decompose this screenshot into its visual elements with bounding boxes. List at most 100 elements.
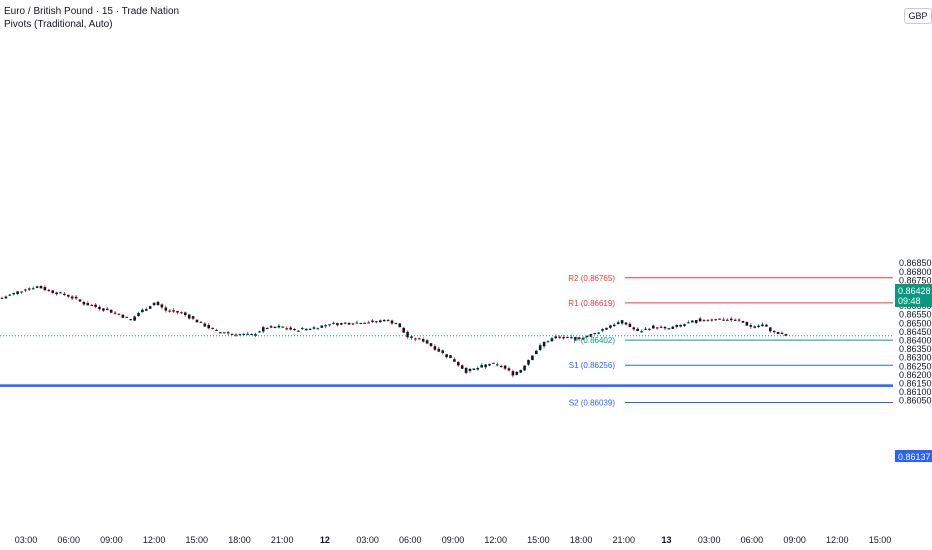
candle-body [628, 323, 632, 327]
candle-body [484, 364, 487, 368]
candle-body [464, 367, 468, 373]
x-tick-label: 06:00 [57, 535, 80, 545]
candle-body [538, 345, 542, 351]
candle-body [601, 329, 604, 331]
candle-body [597, 332, 600, 334]
candle-body [168, 310, 171, 312]
y-tick-label: 0.86800 [899, 267, 932, 277]
y-tick-label: 0.86450 [899, 327, 932, 337]
candle-body [12, 292, 15, 295]
candle-body [418, 338, 421, 340]
candle-body [425, 340, 429, 344]
candle-body [4, 296, 8, 299]
candle-body [730, 318, 733, 321]
candle-body [226, 332, 230, 334]
candle-body [460, 365, 464, 369]
candle-body [121, 314, 125, 318]
x-tick-label: 06:00 [399, 535, 422, 545]
candle-body [355, 322, 359, 324]
pivot-label: S2 (0.86039) [569, 399, 616, 408]
candle-body [59, 292, 62, 294]
time-axis[interactable]: 03:00 06:00 09:00 12:00 15:00 18:00 21:00 12 03:… [15, 535, 892, 545]
candle-body [769, 327, 772, 332]
candle-body [589, 334, 593, 337]
candle-body [281, 326, 285, 328]
candle-body [94, 304, 97, 307]
candle-body [546, 341, 550, 343]
pivot-lines: R2 (0.86765) R1 (0.86619) P (0.86402) S1 (0… [568, 274, 893, 408]
candle-body [632, 327, 636, 330]
candle-body [265, 328, 269, 330]
pivot-label: S1 (0.86256) [569, 361, 616, 370]
candle-body [726, 319, 729, 321]
x-tick-label: 09:00 [442, 535, 465, 545]
candle-body [24, 289, 27, 291]
candle-body [718, 318, 721, 320]
candle-body [367, 322, 370, 324]
y-tick-label: 0.86100 [899, 387, 932, 397]
candle-body [320, 325, 324, 328]
candle-body [414, 338, 417, 340]
candle-body [737, 319, 741, 321]
candle-body [43, 287, 47, 291]
level-price-value: 0.86137 [898, 452, 931, 462]
symbol-title[interactable]: Euro / British Pound · 15 · Trade Nation [4, 6, 180, 17]
candle-body [652, 325, 655, 329]
candle-body [145, 309, 148, 311]
candle-body [687, 322, 690, 324]
candle-body [640, 331, 643, 333]
candle-body [359, 322, 363, 324]
candle-body [191, 316, 195, 319]
y-tick-label: 0.86500 [899, 318, 932, 328]
candle-body [195, 319, 199, 323]
candle-body [141, 309, 144, 313]
candle-body [441, 350, 444, 353]
x-tick-label: 13 [661, 535, 671, 545]
candle-body [398, 323, 402, 328]
candle-body [289, 327, 292, 330]
candle-body [593, 333, 597, 335]
candle-body [457, 362, 460, 366]
candle-body [207, 324, 210, 329]
candle-body [82, 301, 86, 305]
candle-body [655, 327, 659, 329]
candle-body [98, 306, 101, 310]
candle-body [710, 319, 714, 321]
y-tick-label: 0.86850 [899, 258, 932, 268]
y-tick-label: 0.86250 [899, 361, 932, 371]
candle-body [336, 323, 339, 326]
candle-body [765, 324, 768, 327]
candle-body [63, 293, 66, 295]
candle-body [499, 366, 503, 368]
candle-body [675, 325, 678, 327]
x-tick-label: 21:00 [613, 535, 636, 545]
candle-body [176, 311, 179, 313]
candle-body [113, 312, 117, 314]
candle-body [421, 339, 425, 342]
currency-button[interactable]: GBP [904, 8, 932, 24]
candle-body [542, 341, 546, 347]
candle-body [749, 325, 753, 327]
indicator-label[interactable]: Pivots (Traditional, Auto) [4, 19, 113, 30]
candle-body [581, 338, 585, 340]
price-axis[interactable]: 0.868500.868000.867500.867000.866500.866… [899, 258, 932, 405]
x-tick-label: 03:00 [356, 535, 379, 545]
candle-body [488, 364, 491, 366]
candle-body [35, 286, 39, 288]
pivot-label: P (0.86402) [573, 336, 615, 345]
candle-body [78, 299, 82, 302]
candle-body [550, 338, 554, 342]
candle-body [566, 336, 569, 338]
candle-body [406, 331, 409, 338]
candle-body [137, 313, 140, 316]
candle-body [605, 327, 608, 330]
y-tick-label: 0.86300 [899, 353, 932, 363]
candle-body [558, 336, 561, 338]
candle-body [706, 319, 710, 321]
y-tick-label: 0.86350 [899, 344, 932, 354]
candle-body [199, 321, 203, 323]
candle-body [698, 318, 702, 322]
candle-body [316, 328, 320, 330]
candle-body [386, 320, 390, 322]
